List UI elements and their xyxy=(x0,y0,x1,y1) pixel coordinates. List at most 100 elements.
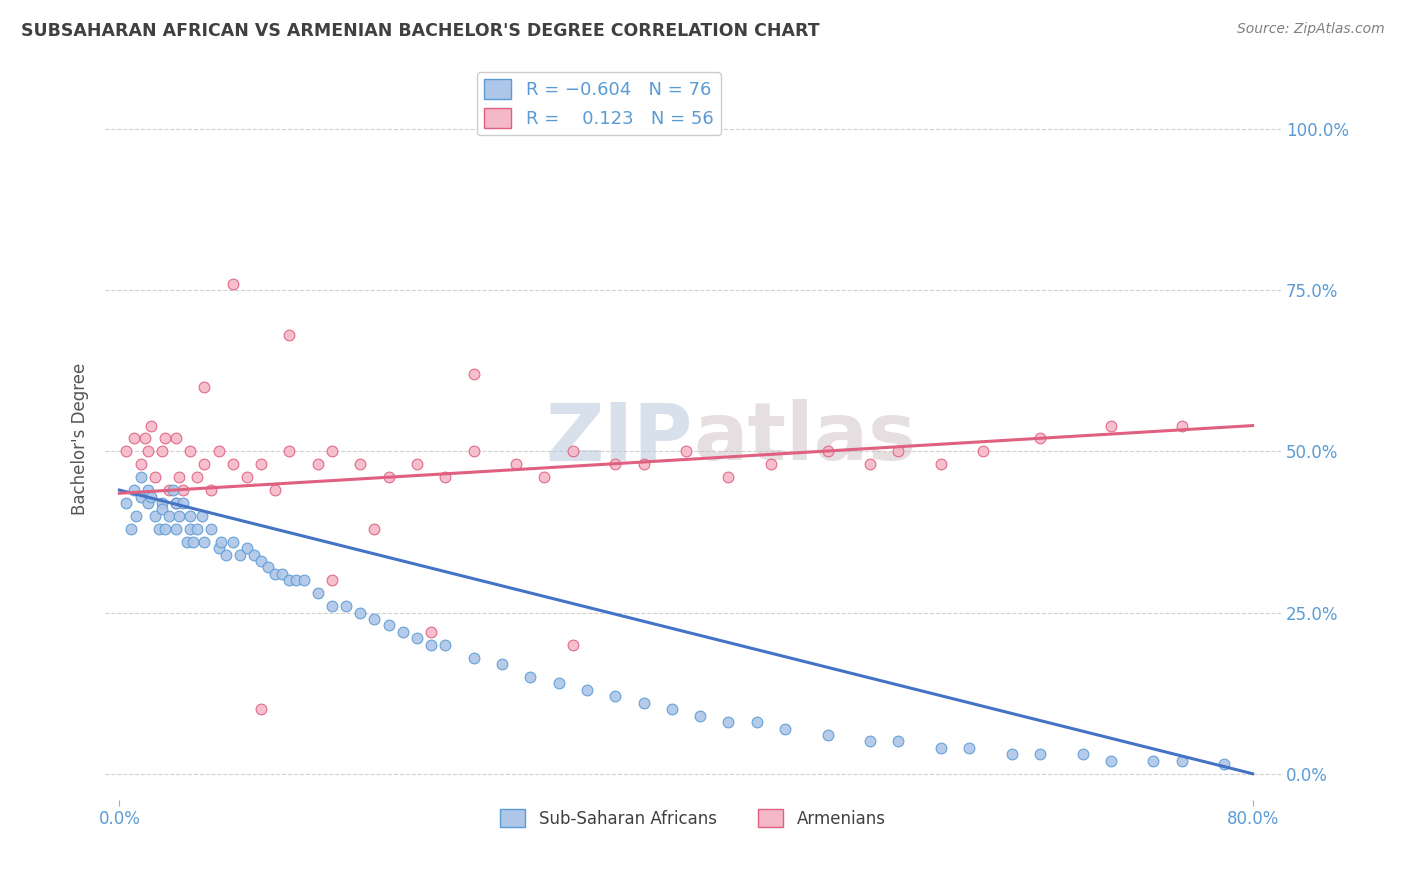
Point xyxy=(1213,757,1236,772)
Point xyxy=(533,470,555,484)
Point xyxy=(165,496,187,510)
Point xyxy=(157,508,180,523)
Point xyxy=(150,502,173,516)
Point xyxy=(887,444,910,458)
Point xyxy=(675,444,697,458)
Text: Source: ZipAtlas.com: Source: ZipAtlas.com xyxy=(1237,22,1385,37)
Point xyxy=(405,632,427,646)
Point xyxy=(363,522,385,536)
Point xyxy=(236,470,259,484)
Point xyxy=(278,444,301,458)
Point xyxy=(1071,747,1094,762)
Y-axis label: Bachelor's Degree: Bachelor's Degree xyxy=(72,362,89,515)
Text: ZIP: ZIP xyxy=(546,400,693,477)
Point xyxy=(292,574,315,588)
Point xyxy=(122,483,145,497)
Point xyxy=(321,574,343,588)
Point xyxy=(143,508,166,523)
Point xyxy=(165,432,187,446)
Point xyxy=(179,522,201,536)
Point xyxy=(929,457,952,471)
Point xyxy=(434,470,457,484)
Point xyxy=(547,676,569,690)
Point xyxy=(200,483,222,497)
Point xyxy=(179,444,201,458)
Point xyxy=(229,548,252,562)
Point xyxy=(115,444,138,458)
Point xyxy=(278,328,301,343)
Point xyxy=(307,457,329,471)
Point xyxy=(1001,747,1024,762)
Point xyxy=(463,444,485,458)
Point xyxy=(148,522,170,536)
Point xyxy=(335,599,357,613)
Point xyxy=(243,548,266,562)
Point xyxy=(420,624,443,639)
Point xyxy=(139,418,162,433)
Point xyxy=(285,574,308,588)
Point xyxy=(1171,754,1194,768)
Point xyxy=(136,496,159,510)
Point xyxy=(463,650,485,665)
Point xyxy=(222,534,245,549)
Point xyxy=(307,586,329,600)
Point xyxy=(176,534,198,549)
Point xyxy=(150,444,173,458)
Point xyxy=(575,682,598,697)
Point xyxy=(122,432,145,446)
Point xyxy=(157,483,180,497)
Point xyxy=(759,457,782,471)
Point xyxy=(172,483,194,497)
Point xyxy=(129,470,152,484)
Point xyxy=(136,444,159,458)
Point xyxy=(377,470,399,484)
Point xyxy=(321,599,343,613)
Point xyxy=(264,566,287,581)
Point xyxy=(153,522,176,536)
Point xyxy=(1099,754,1122,768)
Point xyxy=(134,432,156,446)
Point xyxy=(349,457,371,471)
Point xyxy=(115,496,138,510)
Point xyxy=(190,508,212,523)
Point xyxy=(349,606,371,620)
Point xyxy=(165,496,187,510)
Point xyxy=(209,534,232,549)
Point xyxy=(167,508,190,523)
Point xyxy=(463,367,485,381)
Point xyxy=(271,566,294,581)
Point xyxy=(434,638,457,652)
Point xyxy=(143,470,166,484)
Point xyxy=(817,728,839,742)
Legend: Sub-Saharan Africans, Armenians: Sub-Saharan Africans, Armenians xyxy=(494,803,893,835)
Point xyxy=(773,722,796,736)
Point xyxy=(859,457,882,471)
Point xyxy=(172,496,194,510)
Point xyxy=(207,444,229,458)
Point xyxy=(605,457,627,471)
Point xyxy=(1171,418,1194,433)
Point xyxy=(250,702,273,716)
Text: SUBSAHARAN AFRICAN VS ARMENIAN BACHELOR'S DEGREE CORRELATION CHART: SUBSAHARAN AFRICAN VS ARMENIAN BACHELOR'… xyxy=(21,22,820,40)
Point xyxy=(929,741,952,756)
Point xyxy=(420,638,443,652)
Point xyxy=(250,457,273,471)
Point xyxy=(519,670,541,684)
Point xyxy=(363,612,385,626)
Point xyxy=(264,483,287,497)
Point xyxy=(129,490,152,504)
Point xyxy=(162,483,184,497)
Point xyxy=(717,715,740,730)
Text: atlas: atlas xyxy=(693,400,917,477)
Point xyxy=(887,734,910,748)
Point xyxy=(250,554,273,568)
Point xyxy=(207,541,229,555)
Point xyxy=(150,496,173,510)
Point xyxy=(745,715,768,730)
Point xyxy=(181,534,204,549)
Point xyxy=(391,624,413,639)
Point xyxy=(139,490,162,504)
Point xyxy=(561,444,583,458)
Point xyxy=(193,534,215,549)
Point xyxy=(661,702,683,716)
